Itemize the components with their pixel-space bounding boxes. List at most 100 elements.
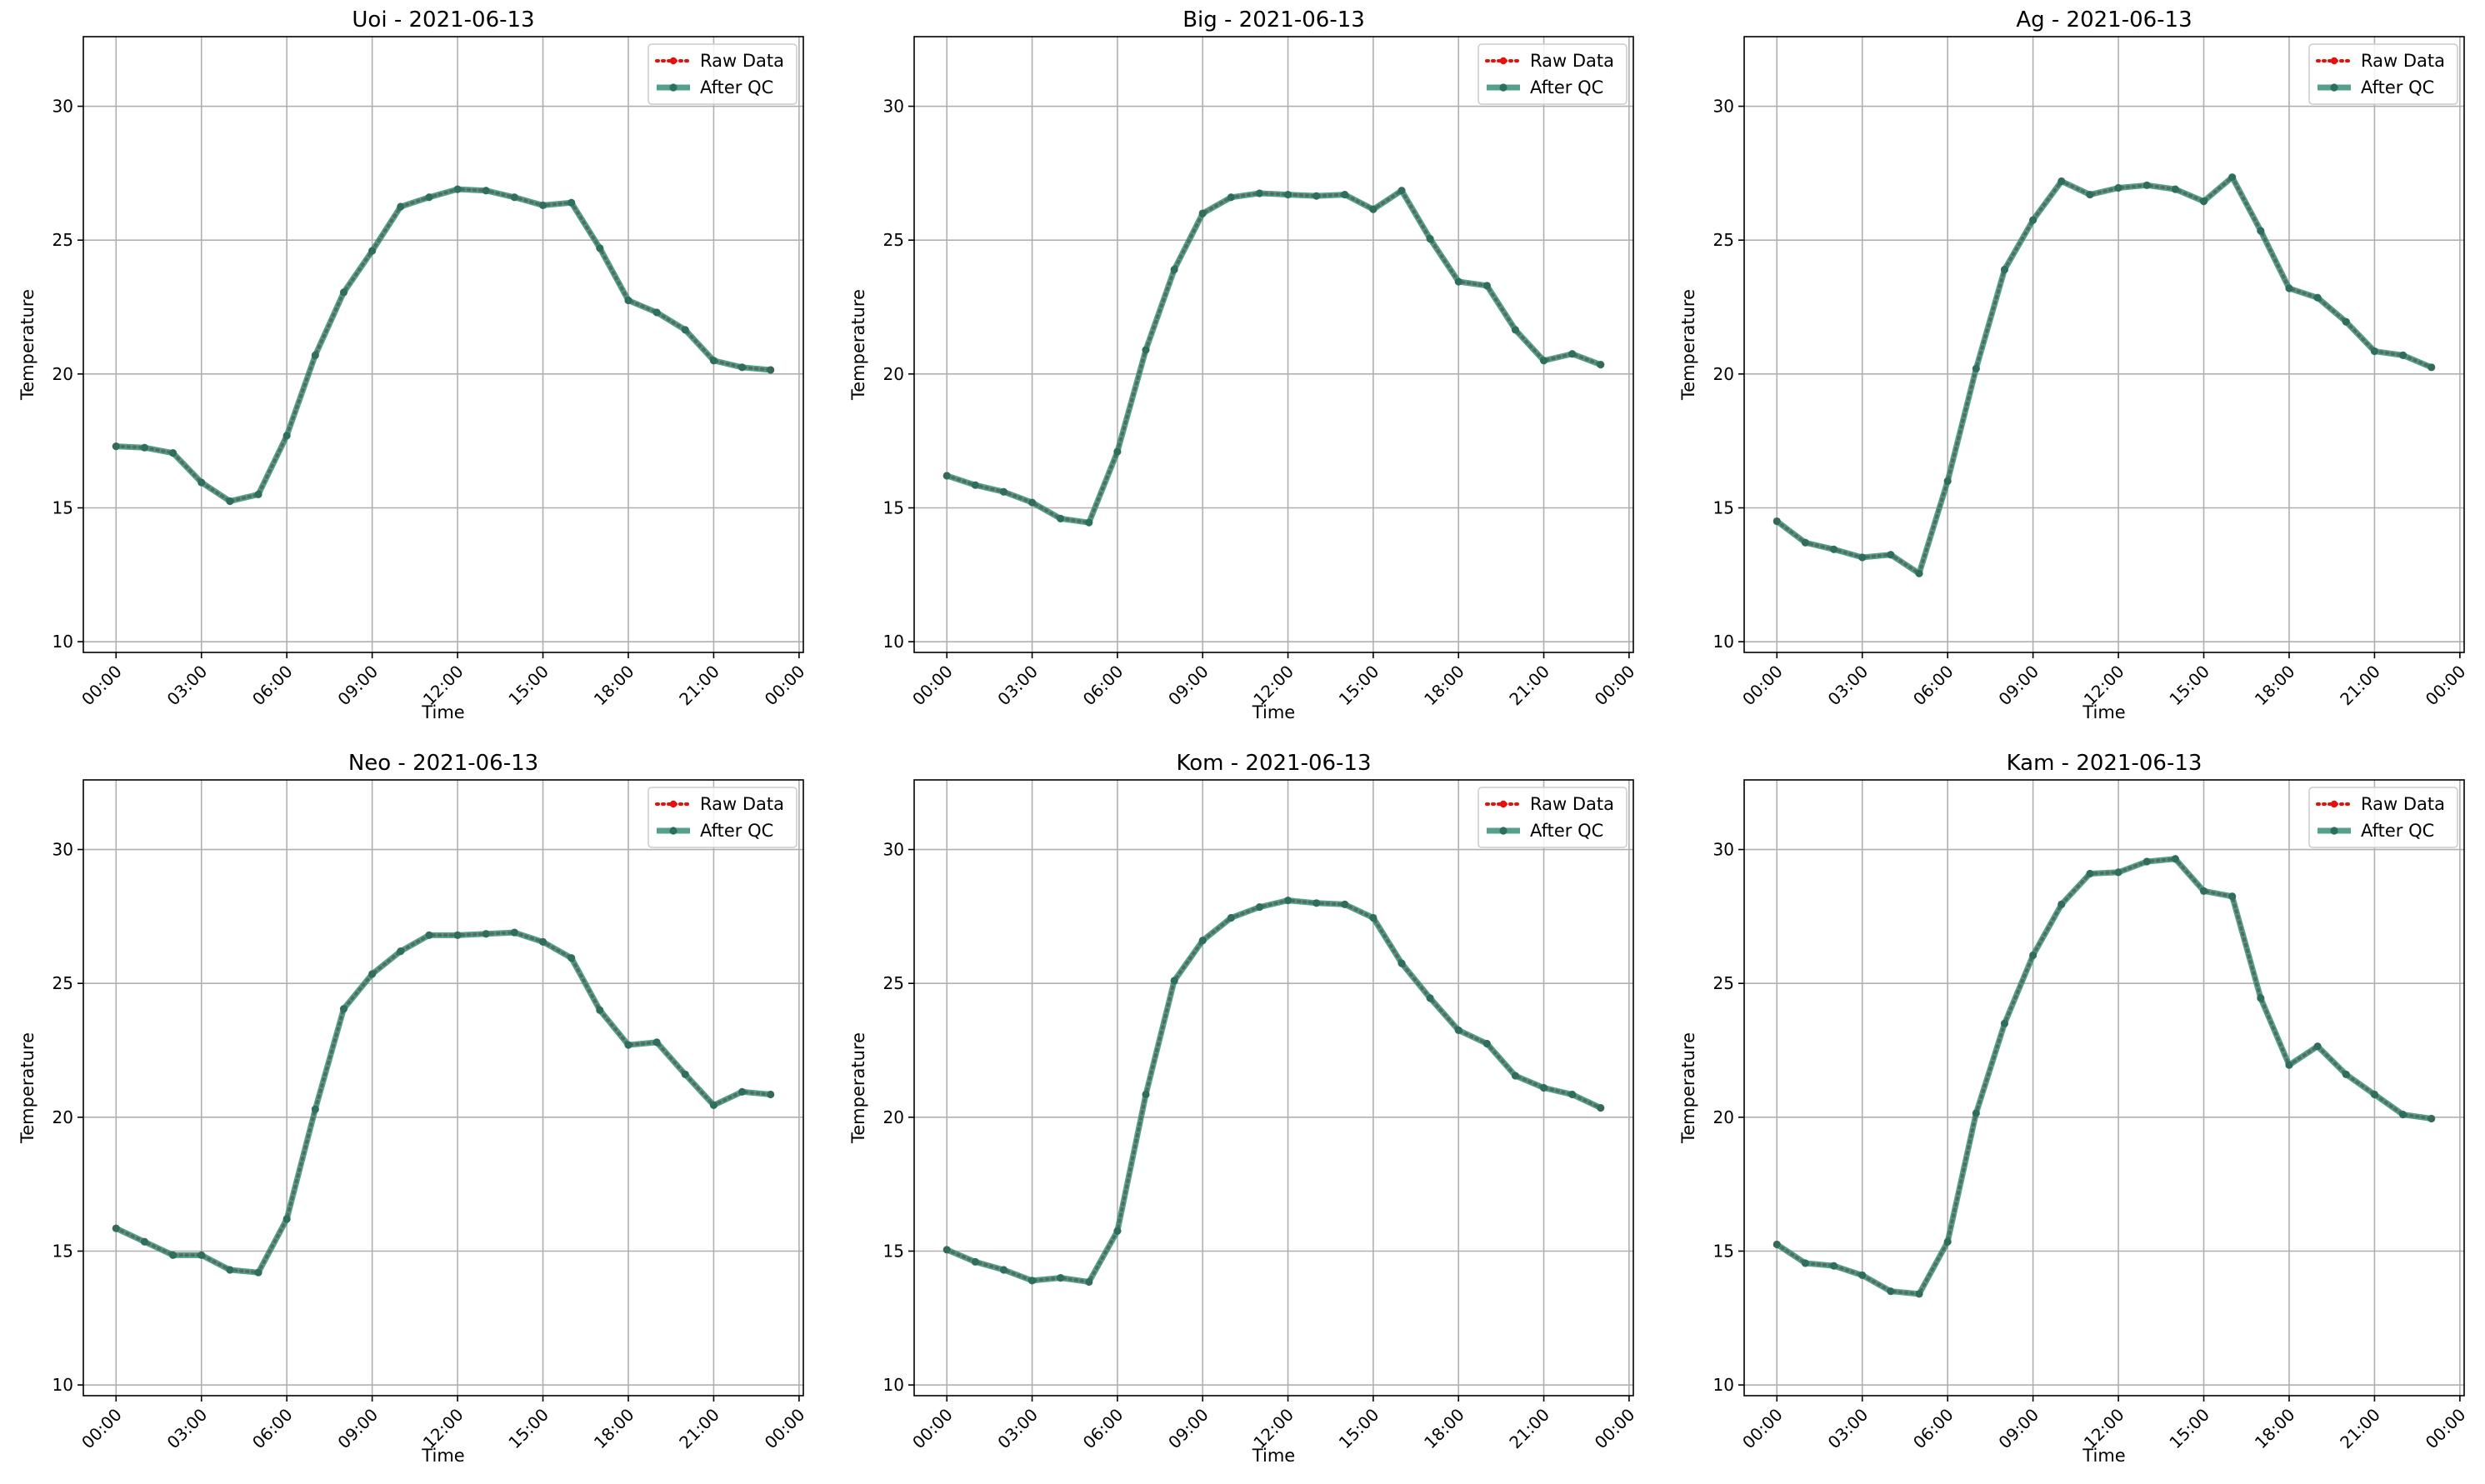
after-qc-point — [2029, 951, 2038, 960]
after-qc-point — [2000, 1019, 2009, 1027]
y-tick-label: 25 — [52, 973, 73, 993]
legend-qc-marker — [669, 83, 678, 92]
after-qc-point — [971, 1257, 979, 1266]
after-qc-point — [2171, 185, 2179, 193]
after-qc-point — [652, 308, 661, 317]
legend: Raw Data After QC — [648, 787, 798, 848]
y-tick-label: 25 — [1713, 230, 1734, 250]
legend: Raw Data After QC — [2308, 43, 2458, 105]
legend-qc-marker — [1499, 827, 1508, 835]
after-qc-point — [2285, 1061, 2293, 1069]
after-qc-point — [2342, 317, 2350, 326]
after-qc-point — [425, 193, 433, 202]
after-qc-point — [1113, 1227, 1122, 1235]
after-qc-point — [168, 449, 178, 457]
after-qc-point — [226, 1266, 234, 1274]
legend: Raw Data After QC — [2308, 787, 2458, 848]
x-tick-label: 18:00 — [1420, 1405, 1468, 1453]
after-qc-point — [226, 497, 234, 506]
after-qc-point — [942, 472, 951, 480]
x-axis-label: Time — [421, 702, 464, 722]
x-axis-label: Time — [2082, 1446, 2125, 1466]
after-qc-point — [1085, 1277, 1093, 1287]
subplot-title: Neo - 2021-06-13 — [348, 751, 538, 776]
y-axis-label: Temperature — [1678, 1032, 1698, 1144]
plot-area — [1744, 780, 2464, 1396]
after-qc-point — [652, 1038, 661, 1047]
x-tick-label: 03:00 — [993, 1405, 1042, 1453]
after-qc-point — [168, 1251, 178, 1259]
x-tick-label: 06:00 — [248, 1405, 297, 1453]
after-qc-point — [510, 193, 518, 202]
after-qc-line — [116, 186, 772, 504]
x-axis-label: Time — [1252, 702, 1295, 722]
y-tick-label: 25 — [883, 973, 904, 993]
after-qc-point — [999, 1266, 1008, 1274]
y-tick-label: 25 — [1713, 973, 1734, 993]
after-qc-point — [1198, 209, 1207, 217]
legend-qc-marker — [2330, 827, 2338, 835]
x-tick-label: 21:00 — [2336, 662, 2384, 710]
y-tick-label: 20 — [52, 364, 73, 384]
after-qc-point — [568, 954, 576, 962]
x-tick-label: 00:00 — [1738, 662, 1787, 710]
after-qc-point — [254, 490, 262, 499]
after-qc-point — [1482, 1039, 1491, 1048]
after-qc-point — [1887, 1287, 1895, 1296]
after-qc-point — [282, 1215, 291, 1223]
x-tick-label: 06:00 — [248, 662, 297, 710]
after-qc-point — [2086, 190, 2094, 199]
after-qc-point — [681, 1070, 689, 1079]
after-qc-point — [1887, 551, 1895, 559]
subplot-6: 00:00 03:00 06:00 09:00 12:00 15:00 18:00 21:00… — [1678, 751, 2469, 1466]
y-tick-label: 30 — [1713, 840, 1734, 860]
after-qc-point — [2398, 1111, 2408, 1119]
after-qc-point — [112, 442, 120, 451]
subplot-3: 00:00 03:00 06:00 09:00 12:00 15:00 18:00 21:00… — [1678, 7, 2469, 722]
after-qc-point — [596, 244, 604, 252]
x-tick-label: 00:00 — [2422, 662, 2470, 710]
legend-raw-label: Raw Data — [1530, 794, 1614, 814]
after-qc-point — [254, 1268, 262, 1277]
y-tick-label: 30 — [883, 840, 904, 860]
after-qc-point — [1113, 447, 1122, 456]
subplot-5: 00:00 03:00 06:00 09:00 12:00 15:00 18:00 21:00… — [848, 751, 1638, 1466]
y-tick-label: 15 — [1713, 1241, 1734, 1261]
x-axis-label: Time — [1252, 1446, 1295, 1466]
after-qc-point — [339, 1005, 348, 1013]
legend-raw-label: Raw Data — [700, 51, 784, 71]
after-qc-point — [282, 432, 291, 440]
after-qc-point — [2199, 197, 2208, 206]
y-axis-label: Temperature — [848, 289, 868, 401]
x-axis-label: Time — [2082, 702, 2125, 722]
x-tick-label: 06:00 — [1079, 662, 1128, 710]
legend-raw-label: Raw Data — [2361, 51, 2445, 71]
x-tick-label: 15:00 — [2165, 1405, 2213, 1453]
after-qc-point — [1772, 1240, 1781, 1249]
after-qc-point — [2228, 173, 2237, 182]
after-qc-point — [2058, 900, 2066, 909]
x-tick-label: 00:00 — [2422, 1405, 2470, 1453]
x-tick-label: 21:00 — [2336, 1405, 2384, 1453]
plot-area — [914, 37, 1633, 652]
after-qc-point — [596, 1006, 604, 1014]
x-tick-label: 03:00 — [163, 662, 212, 710]
axes-frame — [913, 36, 1634, 653]
legend-qc-marker — [669, 827, 678, 835]
x-tick-label: 03:00 — [993, 662, 1042, 710]
after-qc-point — [2257, 227, 2265, 235]
after-qc-point — [999, 487, 1008, 496]
legend-raw-marker — [1499, 57, 1508, 65]
x-tick-label: 00:00 — [1591, 662, 1639, 710]
y-tick-label: 10 — [883, 632, 904, 652]
after-qc-point — [1227, 193, 1235, 202]
after-qc-dash-overlay — [1776, 857, 2432, 1295]
after-qc-point — [1539, 357, 1548, 365]
legend-qc-marker — [1499, 83, 1508, 92]
after-qc-point — [198, 1251, 206, 1259]
x-tick-label: 18:00 — [2251, 1405, 2299, 1453]
after-qc-point — [1341, 900, 1349, 909]
after-qc-point — [1255, 189, 1264, 197]
y-tick-label: 20 — [1713, 1107, 1734, 1127]
y-tick-label: 30 — [52, 840, 73, 860]
